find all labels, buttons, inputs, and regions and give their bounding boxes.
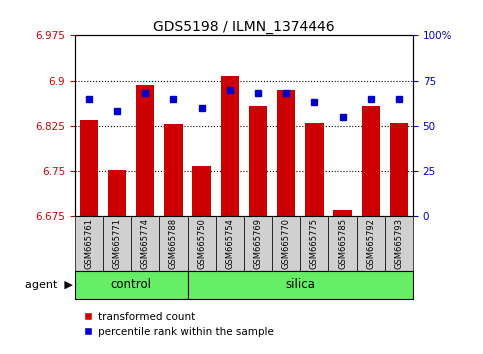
Bar <box>187 271 413 299</box>
Bar <box>221 76 239 216</box>
Text: GSM665793: GSM665793 <box>395 218 403 269</box>
Bar <box>187 216 216 271</box>
Text: GSM665774: GSM665774 <box>141 218 150 269</box>
Text: silica: silica <box>285 279 315 291</box>
Bar <box>216 216 244 271</box>
Text: GSM665792: GSM665792 <box>366 218 375 269</box>
Bar <box>108 170 126 216</box>
Bar <box>75 271 187 299</box>
Text: GSM665788: GSM665788 <box>169 218 178 269</box>
Bar <box>103 216 131 271</box>
Text: GSM665769: GSM665769 <box>254 218 262 269</box>
Bar <box>136 85 155 216</box>
Bar <box>328 216 356 271</box>
Bar <box>362 106 380 216</box>
Bar <box>75 216 103 271</box>
Bar <box>333 210 352 216</box>
Bar <box>193 166 211 216</box>
Bar <box>244 216 272 271</box>
Text: GSM665775: GSM665775 <box>310 218 319 269</box>
Text: GSM665785: GSM665785 <box>338 218 347 269</box>
Text: GSM665771: GSM665771 <box>113 218 122 269</box>
Bar <box>249 106 267 216</box>
Bar <box>277 90 295 216</box>
Bar <box>305 122 324 216</box>
Bar <box>390 122 408 216</box>
Bar <box>300 216 328 271</box>
Bar <box>272 216 300 271</box>
Bar <box>356 216 385 271</box>
Bar <box>385 216 413 271</box>
Text: GSM665761: GSM665761 <box>85 218 93 269</box>
Bar <box>80 120 98 216</box>
Text: GSM665770: GSM665770 <box>282 218 291 269</box>
Bar <box>131 216 159 271</box>
Legend: transformed count, percentile rank within the sample: transformed count, percentile rank withi… <box>80 307 278 341</box>
Text: agent  ▶: agent ▶ <box>25 280 72 290</box>
Bar <box>164 124 183 216</box>
Bar <box>159 216 187 271</box>
Text: control: control <box>111 279 152 291</box>
Title: GDS5198 / ILMN_1374446: GDS5198 / ILMN_1374446 <box>153 21 335 34</box>
Text: GSM665754: GSM665754 <box>226 218 234 269</box>
Text: GSM665750: GSM665750 <box>197 218 206 269</box>
